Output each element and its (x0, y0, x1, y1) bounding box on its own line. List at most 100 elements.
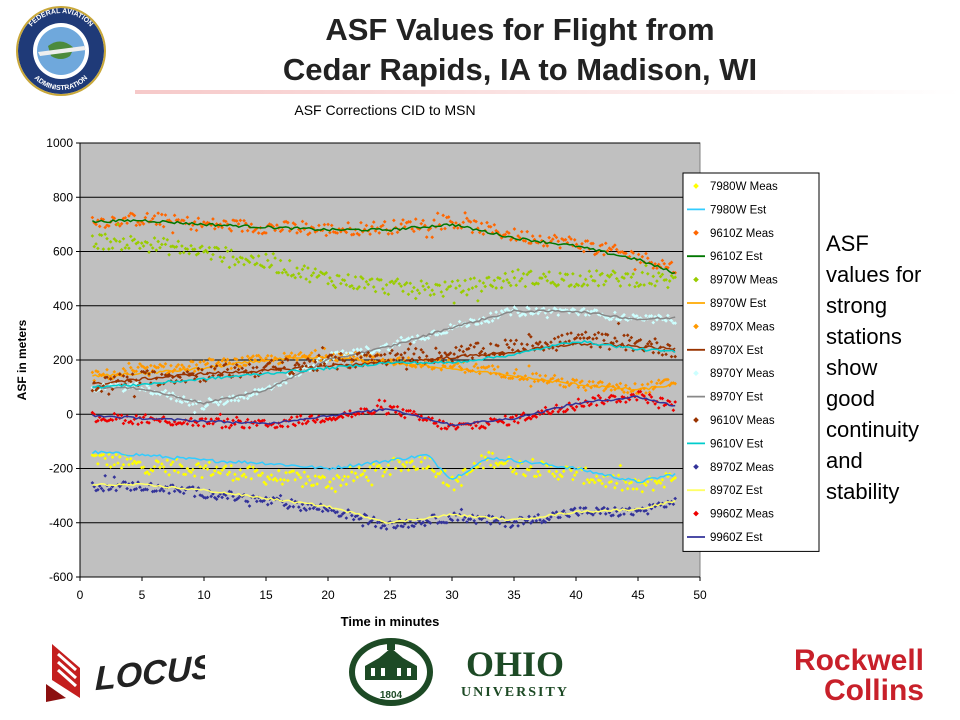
data-point (300, 421, 305, 426)
data-point (167, 372, 171, 377)
data-point (605, 507, 610, 511)
data-point (444, 330, 449, 335)
series-line (92, 482, 676, 524)
data-point (251, 255, 256, 260)
data-point (571, 271, 575, 276)
data-point (432, 218, 436, 222)
data-point (298, 275, 303, 279)
data-point (622, 312, 626, 317)
data-point (539, 276, 544, 281)
data-point (103, 456, 108, 461)
data-point (280, 482, 285, 487)
data-point (514, 283, 519, 288)
data-point (181, 371, 186, 376)
chart-legend: 7980W Meas 7980W Est 9610Z Meas 9610Z Est 89… (682, 172, 820, 552)
data-point (123, 388, 128, 392)
data-point (476, 465, 480, 469)
data-point (565, 332, 570, 336)
data-point (231, 255, 235, 259)
data-point (306, 266, 310, 270)
data-point (390, 231, 394, 236)
data-point (139, 420, 144, 425)
data-point (503, 232, 508, 237)
data-point (337, 475, 341, 480)
data-point (424, 354, 429, 359)
data-point (549, 515, 553, 519)
data-point (609, 388, 614, 392)
legend-label: 8970X Meas (710, 321, 775, 333)
legend-label: 8970Y Est (710, 392, 764, 404)
data-point (295, 231, 299, 235)
data-point (329, 279, 334, 284)
data-point (202, 424, 206, 428)
data-point (185, 422, 190, 426)
data-point (452, 363, 456, 368)
data-point (479, 321, 484, 326)
data-point (395, 404, 400, 409)
data-point (223, 359, 228, 364)
legend-entry: 8970Z Est (687, 485, 763, 497)
data-point (172, 367, 177, 372)
data-point (521, 521, 526, 526)
data-point (556, 239, 561, 244)
data-point (96, 418, 100, 423)
ohio-wordmark: OHIO (466, 644, 564, 684)
y-tick-label: 800 (53, 190, 73, 204)
data-point (563, 385, 568, 389)
data-point (382, 352, 387, 357)
data-point (307, 353, 312, 358)
series-8970w-meas (90, 222, 678, 305)
data-point (145, 368, 150, 373)
data-point (392, 358, 396, 362)
data-point (624, 480, 628, 485)
data-point (233, 398, 237, 403)
data-point (189, 470, 193, 475)
data-point (589, 402, 593, 406)
data-point (640, 254, 645, 259)
data-point (96, 462, 100, 466)
data-point (368, 465, 372, 469)
legend-entry: 9610V Meas (693, 415, 775, 427)
series-9610z-est (92, 218, 676, 275)
data-point (121, 462, 126, 467)
data-point (247, 362, 252, 367)
data-point (240, 366, 245, 371)
data-point (393, 466, 398, 471)
data-point (107, 224, 111, 228)
data-point (337, 274, 341, 278)
data-point (582, 404, 586, 409)
data-point (598, 345, 603, 349)
data-point (105, 375, 109, 380)
data-point (249, 370, 254, 375)
series-9610v-meas (90, 321, 678, 399)
data-point (488, 311, 493, 316)
x-tick-label: 0 (77, 588, 84, 602)
data-point (247, 504, 252, 508)
data-point (587, 379, 592, 384)
data-point (457, 283, 462, 288)
data-point (320, 509, 325, 514)
data-point (181, 420, 186, 425)
data-point (112, 369, 117, 374)
data-point (556, 477, 561, 482)
data-point (569, 468, 573, 473)
data-point (311, 271, 316, 275)
data-point (673, 476, 678, 480)
data-point (183, 472, 188, 477)
data-point (662, 485, 667, 489)
data-point (105, 236, 109, 241)
legend-entry: 8970X Meas (693, 321, 775, 333)
data-point (242, 426, 246, 430)
data-point (339, 281, 343, 286)
x-tick-label: 30 (445, 588, 459, 602)
data-point (616, 385, 621, 389)
data-point (317, 273, 321, 278)
data-point (307, 359, 312, 364)
data-point (291, 355, 296, 360)
data-point (490, 451, 495, 456)
data-point (234, 357, 239, 362)
data-point (419, 460, 424, 464)
data-point (349, 283, 354, 288)
data-point (191, 402, 195, 407)
data-point (359, 347, 363, 352)
